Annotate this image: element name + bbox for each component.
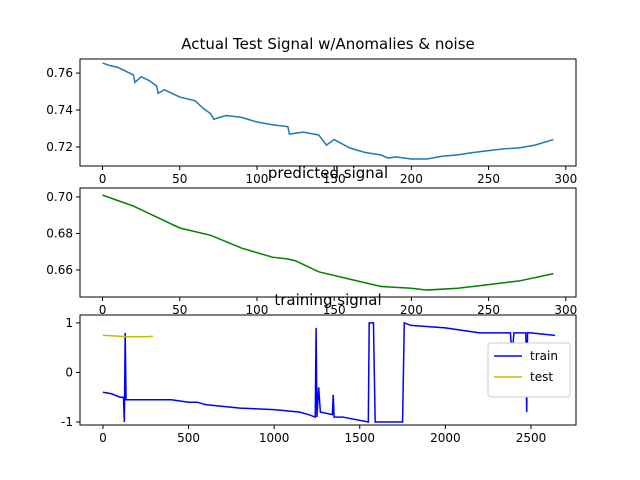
x-tick-label: 2000 bbox=[430, 431, 461, 445]
axes-frame bbox=[79, 187, 577, 298]
x-tick-label: 250 bbox=[477, 172, 500, 186]
y-tick-label: 1 bbox=[65, 316, 73, 330]
legend: train test bbox=[487, 342, 571, 398]
y-tick-label: 0.68 bbox=[46, 226, 73, 240]
data-line bbox=[102, 334, 153, 338]
x-tick-label: 500 bbox=[177, 431, 200, 445]
legend-label: test bbox=[530, 370, 553, 384]
x-tick-label: 1000 bbox=[259, 431, 290, 445]
x-tick-label: 150 bbox=[323, 172, 346, 186]
x-tick-label: 0 bbox=[99, 431, 107, 445]
x-tick-label: 2500 bbox=[516, 431, 547, 445]
subplot-title: Actual Test Signal w/Anomalies & noise bbox=[181, 35, 475, 53]
subplot-title: training signal bbox=[274, 291, 381, 309]
x-tick-label: 50 bbox=[172, 172, 187, 186]
x-tick-label: 0 bbox=[99, 172, 107, 186]
x-tick-label: 50 bbox=[172, 303, 187, 317]
y-tick-label: 0.76 bbox=[46, 66, 73, 80]
y-tick-label: -1 bbox=[61, 415, 73, 429]
x-tick-label: 100 bbox=[246, 172, 269, 186]
x-tick-label: 100 bbox=[246, 303, 269, 317]
y-tick-label: 0.66 bbox=[46, 263, 73, 277]
x-tick-label: 1500 bbox=[344, 431, 375, 445]
x-tick-label: 300 bbox=[554, 303, 577, 317]
axes-frame bbox=[79, 314, 577, 426]
y-tick-label: 0.70 bbox=[46, 190, 73, 204]
data-line bbox=[102, 62, 554, 160]
y-tick-label: 0.74 bbox=[46, 103, 73, 117]
x-tick-label: 250 bbox=[477, 303, 500, 317]
axes-frame bbox=[79, 58, 577, 167]
x-tick-label: 150 bbox=[323, 303, 346, 317]
y-tick-label: 0.72 bbox=[46, 140, 73, 154]
x-tick-label: 0 bbox=[99, 303, 107, 317]
legend-label: train bbox=[530, 349, 558, 363]
x-tick-label: 200 bbox=[400, 172, 423, 186]
x-tick-label: 200 bbox=[400, 303, 423, 317]
subplot: 0 50 100 150 200 250 300 0.66 0.68 0.70 predicted … bbox=[46, 164, 577, 317]
subplot: 0 50 100 150 200 250 300 0.72 0.74 0.76 Actual Tes… bbox=[46, 35, 577, 186]
data-line bbox=[102, 321, 556, 423]
x-tick-label: 300 bbox=[554, 172, 577, 186]
data-line bbox=[102, 194, 554, 291]
subplot-title: predicted signal bbox=[268, 164, 388, 182]
y-tick-label: 0 bbox=[65, 365, 73, 379]
